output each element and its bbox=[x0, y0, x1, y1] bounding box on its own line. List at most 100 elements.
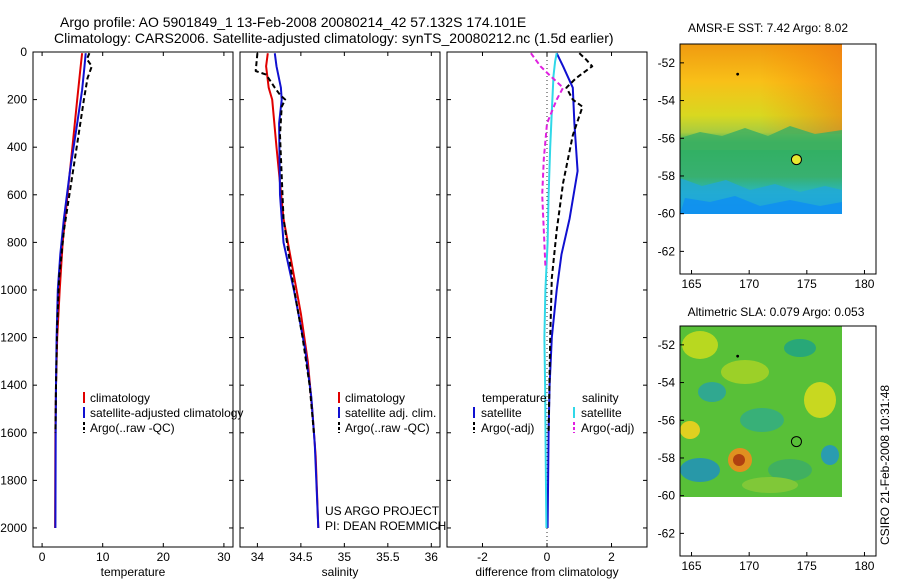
map-x-tick-label: 175 bbox=[797, 277, 817, 291]
legend-label-temp-argo: Argo(-adj) bbox=[481, 421, 534, 435]
series-line-temperature-argo-adj- bbox=[547, 52, 594, 433]
y-tick-label: 1600 bbox=[0, 426, 27, 440]
difference-legend: temperature salinity satellite Argo(-adj… bbox=[473, 391, 634, 435]
sst-map: AMSR-E SST: 7.42 Argo: 8.02 165 170 175 180… bbox=[658, 21, 877, 291]
y-tick-label: 800 bbox=[7, 235, 27, 249]
sst-map-title: AMSR-E SST: 7.42 Argo: 8.02 bbox=[688, 21, 848, 35]
map-y-tick-label: -62 bbox=[658, 526, 676, 540]
sla-map-axes: 165 170 175 180 -52 -54 -56 -58 -60 -62 bbox=[658, 325, 877, 573]
salinity-legend: climatology satellite adj. clim. Argo(..… bbox=[325, 391, 446, 533]
map-x-tick-label: 180 bbox=[854, 559, 874, 573]
y-tick-label: 2000 bbox=[0, 521, 27, 535]
x-tick-label: 20 bbox=[157, 550, 171, 564]
map-y-tick-label: -58 bbox=[658, 169, 676, 183]
sla-blob bbox=[680, 421, 700, 439]
map-x-tick-label: 170 bbox=[739, 277, 759, 291]
x-tick-label: -2 bbox=[477, 550, 488, 564]
sst-warm-region bbox=[760, 44, 842, 134]
map-y-tick-label: -56 bbox=[658, 413, 676, 427]
map-y-tick-label: -58 bbox=[658, 451, 676, 465]
x-tick-label: 0 bbox=[39, 550, 46, 564]
temperature-profile-chart: 0 10 20 30 0 200 400 600 800 1000 1200 1400 1600 1800… bbox=[0, 45, 234, 579]
map-x-tick-label: 165 bbox=[682, 277, 702, 291]
x-axis-label: difference from climatology bbox=[475, 565, 618, 579]
map-frame bbox=[679, 43, 877, 275]
sla-blob bbox=[740, 408, 784, 432]
y-tick-label: 1000 bbox=[0, 283, 27, 297]
temperature-legend: climatology satellite-adjusted climatolo… bbox=[83, 391, 243, 435]
sla-blob bbox=[821, 445, 839, 465]
x-tick-label: 35 bbox=[338, 550, 352, 564]
x-tick-label: 2 bbox=[608, 550, 615, 564]
x-tick-label: 34.5 bbox=[289, 550, 313, 564]
map-y-tick-label: -60 bbox=[658, 489, 676, 503]
sla-map: Altimetric SLA: 0.079 Argo: 0.053 165 170… bbox=[658, 305, 877, 573]
series-line-argo-raw-qc- bbox=[254, 53, 315, 433]
x-tick-label: 10 bbox=[96, 550, 110, 564]
figure-title-line2: Climatology: CARS2006. Satellite-adjuste… bbox=[54, 30, 614, 46]
map-y-tick-label: -60 bbox=[658, 207, 676, 221]
y-tick-label: 400 bbox=[7, 140, 27, 154]
x-tick-label: 0 bbox=[544, 550, 551, 564]
map-x-tick-label: 170 bbox=[739, 559, 759, 573]
legend-group-temperature: temperature bbox=[482, 391, 547, 405]
y-tick-label: 200 bbox=[7, 93, 27, 107]
x-tick-label: 34 bbox=[251, 550, 265, 564]
legend-label-sal-argo: Argo(-adj) bbox=[581, 421, 634, 435]
sla-blob bbox=[721, 360, 769, 384]
sla-blob bbox=[680, 458, 720, 482]
x-tick-label: 36 bbox=[425, 550, 439, 564]
sla-blob bbox=[698, 382, 726, 402]
sst-coldest-region bbox=[680, 196, 842, 214]
x-axis-label: salinity bbox=[322, 565, 359, 579]
sla-blob bbox=[742, 477, 798, 493]
y-tick-label: 1200 bbox=[0, 331, 27, 345]
legend-label-satellite: satellite-adjusted climatology bbox=[90, 406, 243, 420]
map-x-tick-label: 165 bbox=[682, 559, 702, 573]
map-frame bbox=[679, 325, 877, 557]
map-y-tick-label: -56 bbox=[658, 131, 676, 145]
y-tick-label: 1400 bbox=[0, 378, 27, 392]
figure-title-line1: Argo profile: AO 5901849_1 13-Feb-2008 2… bbox=[60, 14, 526, 30]
credit-text: CSIRO 21-Feb-2008 10:31:48 bbox=[878, 385, 892, 545]
project-line2: PI: DEAN ROEMMICH bbox=[325, 519, 446, 533]
legend-label-climatology: climatology bbox=[345, 391, 405, 405]
track-point bbox=[736, 72, 740, 76]
series-line-climatology bbox=[265, 53, 320, 529]
legend-label-temp-satellite: satellite bbox=[481, 406, 522, 420]
sst-front bbox=[680, 126, 842, 150]
y-tick-label: 0 bbox=[20, 45, 27, 59]
x-axis-label: temperature bbox=[101, 565, 166, 579]
sla-blob bbox=[682, 331, 718, 359]
map-x-tick-label: 180 bbox=[854, 277, 874, 291]
y-tick-label: 1800 bbox=[0, 473, 27, 487]
series-line-salinity-satellite bbox=[543, 53, 558, 529]
sla-map-title: Altimetric SLA: 0.079 Argo: 0.053 bbox=[688, 305, 865, 319]
sla-blob bbox=[768, 459, 812, 481]
legend-label-argo: Argo(..raw -QC) bbox=[345, 421, 430, 435]
plot-frame bbox=[32, 51, 234, 548]
plot-frame bbox=[239, 51, 441, 548]
map-y-tick-label: -52 bbox=[658, 56, 676, 70]
argo-float-marker bbox=[790, 436, 802, 448]
legend-label-climatology: climatology bbox=[90, 391, 150, 405]
map-y-tick-label: -54 bbox=[658, 94, 676, 108]
series-line-salinity-argo-adj- bbox=[530, 52, 565, 267]
legend-label-satellite: satellite adj. clim. bbox=[345, 406, 436, 420]
track-point bbox=[736, 354, 740, 358]
map-y-tick-label: -62 bbox=[658, 244, 676, 258]
x-tick-label: 30 bbox=[217, 550, 231, 564]
map-y-tick-label: -52 bbox=[658, 338, 676, 352]
legend-label-argo: Argo(..raw -QC) bbox=[90, 421, 175, 435]
map-x-tick-label: 175 bbox=[797, 559, 817, 573]
sla-blob bbox=[784, 339, 816, 357]
argo-float-marker bbox=[790, 154, 802, 166]
project-line1: US ARGO PROJECT bbox=[325, 504, 440, 518]
x-tick-label: 35.5 bbox=[376, 550, 400, 564]
salinity-profile-chart: 34 34.5 35 35.5 36 salinity bbox=[239, 51, 441, 579]
sla-blob bbox=[804, 382, 836, 418]
sst-map-axes: 165 170 175 180 -52 -54 -56 -58 -60 -62 bbox=[658, 43, 877, 291]
legend-group-salinity: salinity bbox=[582, 391, 619, 405]
